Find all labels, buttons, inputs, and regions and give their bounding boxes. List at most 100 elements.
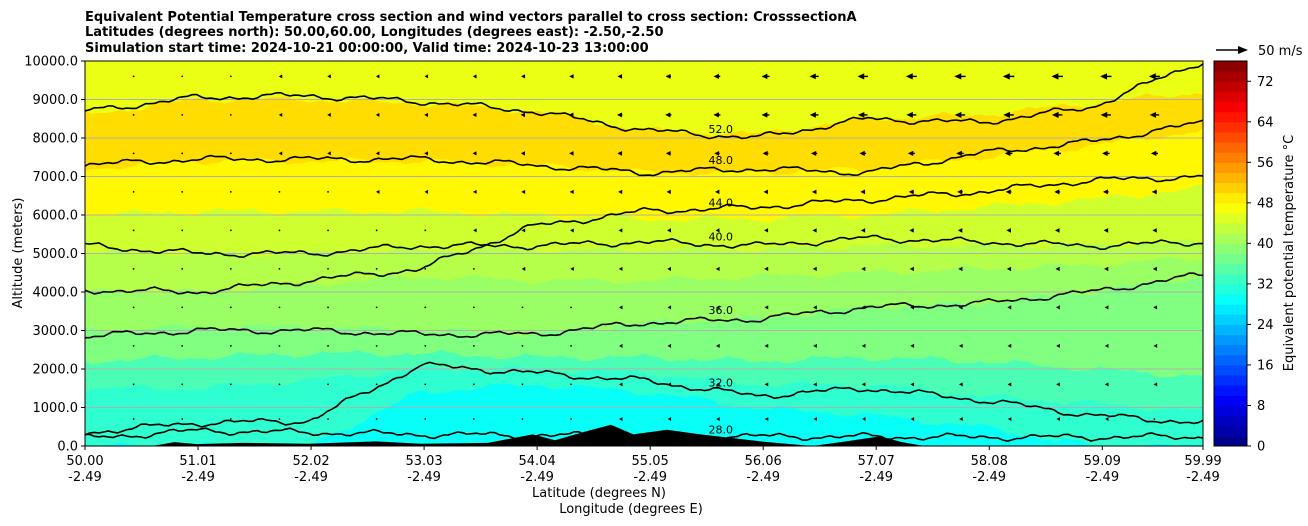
wind-vector — [570, 306, 572, 309]
colorbar-segment — [1214, 81, 1247, 92]
wind-vectors — [132, 73, 1160, 422]
colorbar-segment — [1214, 212, 1247, 224]
wind-vector-head — [1054, 189, 1060, 195]
wind-vector-head — [1053, 150, 1060, 157]
wind-vector — [327, 418, 329, 420]
wind-vector-head — [764, 305, 769, 310]
wind-vector-head — [956, 150, 962, 157]
wind-vector — [570, 345, 572, 347]
wind-vector-head — [375, 74, 380, 79]
contour-labels: 28.0 32.0 36.0 40.0 44.0 48.0 52.0 — [709, 123, 734, 436]
y-tick-label: 8000.0 — [33, 132, 79, 147]
colorbar-tick-label: 8 — [1257, 399, 1265, 414]
wind-vector-head — [954, 73, 962, 80]
colorbar-segment — [1214, 202, 1247, 214]
colorbar-segment — [1214, 223, 1247, 234]
wind-vector-head — [667, 266, 672, 271]
wind-vector — [1153, 418, 1156, 420]
wind-vector — [278, 191, 281, 193]
wind-vector-head — [521, 228, 526, 233]
chart-title-line-3: Simulation start time: 2024-10-21 00:00:… — [85, 41, 649, 56]
wind-vector-head — [1055, 228, 1060, 233]
wind-vector-head — [1104, 382, 1109, 387]
wind-vector-head — [716, 417, 720, 422]
wind-vector-head — [813, 417, 817, 422]
colorbar-tick-label: 40 — [1257, 237, 1274, 252]
wind-vector-head — [957, 189, 963, 195]
wind-vector — [132, 268, 135, 270]
wind-vector-head — [619, 417, 623, 422]
colorbar-segment — [1214, 121, 1247, 133]
wind-vector — [424, 418, 427, 420]
y-tick-label: 7000.0 — [33, 170, 79, 185]
x-tick-label-lon: -2.49 — [1186, 470, 1220, 485]
wind-vector-head — [861, 305, 866, 310]
wind-vector — [132, 191, 135, 193]
wind-vector-head — [1153, 382, 1158, 387]
wind-vector-head — [424, 112, 428, 117]
plot-area — [85, 61, 1203, 446]
wind-vector-head — [1149, 111, 1156, 118]
wind-vector — [521, 345, 524, 347]
colorbar-segment — [1214, 71, 1247, 82]
wind-vector-head — [905, 73, 913, 80]
contour-label-28.0: 28.0 — [709, 423, 734, 436]
colorbar-segment — [1214, 273, 1247, 285]
wind-vector-head — [472, 189, 477, 194]
colorbar-tick-label: 64 — [1257, 115, 1274, 130]
x-tick-label-lat: 56.06 — [745, 454, 782, 469]
wind-vector-head — [424, 151, 428, 156]
wind-vector-head — [713, 73, 719, 80]
wind-vector-head — [424, 74, 429, 79]
contour-line-36.0 — [85, 272, 1203, 339]
colorbar-label: Equivalent potential temperature °C — [1282, 135, 1297, 371]
wind-vector-head — [1153, 305, 1158, 310]
wind-vector-head — [327, 74, 331, 79]
y-axis-label: Altitude (meters) — [11, 198, 26, 309]
wind-vector-head — [665, 73, 671, 79]
wind-vector-head — [1051, 73, 1059, 80]
colorbar-segment — [1214, 344, 1247, 356]
x-tick-label-lon: -2.49 — [746, 470, 780, 485]
wind-vector — [132, 306, 135, 309]
colorbar-segment — [1214, 61, 1247, 72]
y-tick-label: 1000.0 — [33, 401, 79, 416]
wind-vector-head — [667, 228, 671, 233]
wind-vector-head — [520, 151, 525, 156]
wind-vector-head — [1102, 189, 1108, 195]
wind-vector — [472, 383, 475, 386]
wind-vector — [375, 383, 378, 386]
x-axis-label-latitude: Latitude (degrees N) — [532, 486, 666, 501]
wind-vector-head — [909, 266, 914, 272]
x-tick-label-lon: -2.49 — [633, 470, 667, 485]
wind-vector-head — [569, 151, 574, 156]
wind-vector-head — [1056, 417, 1060, 422]
wind-vector-head — [715, 189, 720, 195]
x-axis: 50.00-2.4951.01-2.4952.02-2.4953.03-2.49… — [66, 446, 1222, 485]
wind-vector — [132, 229, 135, 232]
wind-vector — [181, 114, 184, 116]
y-tick-label: 6000.0 — [33, 209, 79, 224]
contour-label-36.0: 36.0 — [709, 304, 734, 317]
quiver-key-label: 50 m/s — [1258, 44, 1303, 59]
x-tick-label-lat: 52.02 — [292, 454, 329, 469]
wind-vector-head — [1005, 189, 1011, 195]
wind-vector-head — [1056, 382, 1060, 387]
wind-vector-head — [713, 112, 719, 118]
gridlines — [85, 61, 1203, 446]
wind-vector — [472, 345, 475, 347]
wind-vector-head — [570, 266, 574, 271]
wind-vector — [278, 229, 281, 232]
wind-vector-head — [619, 305, 623, 310]
wind-vector-head — [861, 266, 866, 272]
wind-vector-head — [716, 343, 720, 348]
x-tick-label-lat: 58.08 — [971, 454, 1008, 469]
wind-vector — [424, 345, 427, 347]
quiver-key-arrowhead — [1238, 46, 1248, 54]
wind-vector — [132, 345, 135, 347]
wind-vector — [278, 418, 281, 420]
wind-vector-head — [716, 305, 720, 310]
x-tick-label-lon: -2.49 — [68, 470, 102, 485]
colorbar: 0 8 16 24 32 40 48 56 64 72 — [1213, 60, 1274, 455]
